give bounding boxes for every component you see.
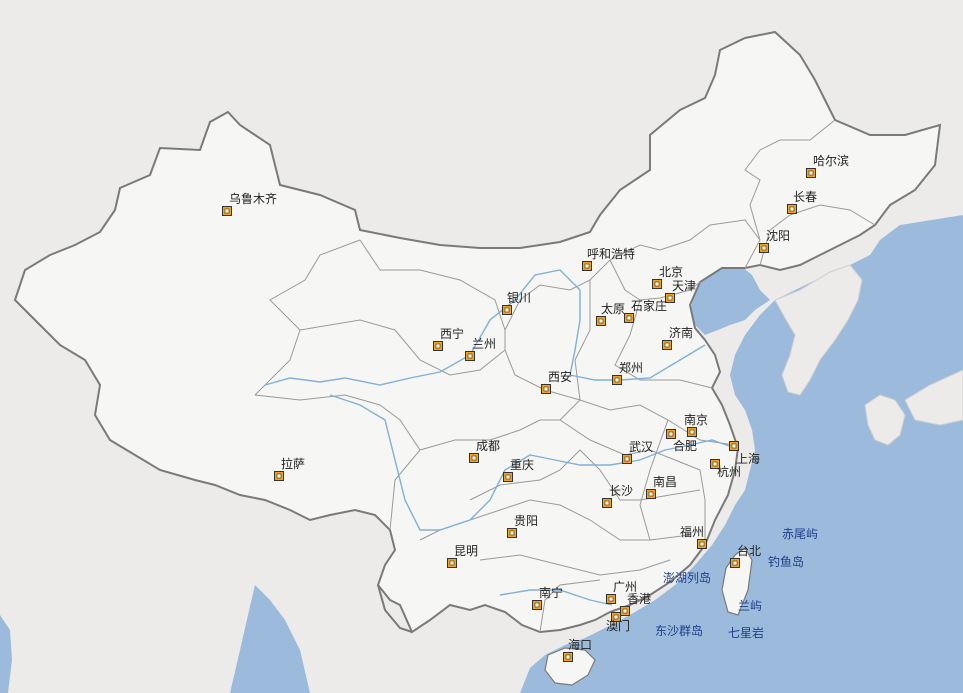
province-boundaries (254, 119, 876, 633)
city-label-urumqi: 乌鲁木齐 (229, 191, 277, 206)
city-marker-urumqi[interactable] (222, 206, 232, 216)
city-marker-shenyang[interactable] (759, 243, 769, 253)
hainan-island (544, 647, 596, 686)
city-marker-jinan[interactable] (662, 340, 672, 350)
sea-east (520, 215, 963, 693)
city-marker-xian[interactable] (541, 384, 551, 394)
city-marker-hongkong[interactable] (620, 606, 630, 616)
city-label-fuzhou: 福州 (680, 524, 704, 539)
city-label-xining: 西宁 (440, 326, 464, 341)
city-label-hefei: 合肥 (673, 438, 697, 453)
island-label-qixingyan: 七星岩 (728, 625, 764, 640)
city-markers (222, 168, 816, 662)
sea-southwest (230, 585, 310, 693)
city-marker-tianjin[interactable] (665, 293, 675, 303)
island-label-diaoyudao: 钓鱼岛 (768, 554, 804, 569)
west-river (499, 589, 613, 606)
city-marker-nanning[interactable] (532, 600, 542, 610)
city-label-hongkong: 香港 (627, 592, 651, 606)
china-mainland (13, 30, 942, 634)
city-label-wuhan: 武汉 (629, 440, 653, 454)
city-label-harbin: 哈尔滨 (813, 153, 849, 168)
city-label-jinan: 济南 (669, 325, 693, 340)
island-label-lanyu: 兰屿 (738, 599, 762, 613)
city-marker-beijing[interactable] (652, 279, 662, 289)
city-label-beijing: 北京 (659, 265, 683, 279)
city-label-guangzhou: 广州 (613, 580, 637, 594)
sea-bohai (690, 265, 770, 335)
yangtze-river (329, 394, 736, 531)
city-label-macau: 澳门 (606, 618, 630, 633)
city-marker-shijiazhuang[interactable] (624, 313, 634, 323)
city-label-chengdu: 成都 (476, 439, 500, 453)
city-label-hohhot: 呼和浩特 (587, 246, 635, 261)
city-label-changchun: 长春 (793, 190, 817, 204)
city-marker-harbin[interactable] (806, 168, 816, 178)
city-marker-chongqing[interactable] (503, 472, 513, 482)
city-label-guiyang: 贵阳 (514, 514, 538, 528)
japan-kyushu (864, 394, 906, 446)
border-highlight (377, 584, 413, 633)
city-label-zhengzhou: 郑州 (619, 360, 643, 375)
rivers (264, 269, 736, 606)
city-marker-lanzhou[interactable] (465, 351, 475, 361)
city-label-taiyuan: 太原 (601, 301, 625, 316)
island-label-penghu: 澎湖列岛 (663, 570, 711, 585)
city-label-hangzhou: 杭州 (717, 464, 741, 479)
city-marker-shanghai[interactable] (729, 441, 739, 451)
city-marker-hohhot[interactable] (582, 261, 592, 271)
city-label-changsha: 长沙 (609, 484, 633, 498)
city-label-yinchuan: 银川 (507, 291, 531, 305)
city-marker-nanchang[interactable] (646, 489, 656, 499)
city-label-nanjing: 南京 (684, 412, 708, 427)
city-label-haikou: 海口 (568, 637, 592, 652)
city-label-tianjin: 天津 (672, 279, 696, 293)
city-marker-yinchuan[interactable] (502, 305, 512, 315)
city-marker-wuhan[interactable] (622, 454, 632, 464)
japan-honshu (904, 369, 963, 426)
city-label-shanghai: 上海 (736, 451, 760, 466)
city-marker-macau[interactable] (611, 612, 621, 622)
city-marker-kunming[interactable] (447, 558, 457, 568)
city-marker-changsha[interactable] (602, 498, 612, 508)
city-marker-hangzhou[interactable] (710, 459, 720, 469)
city-marker-zhengzhou[interactable] (612, 375, 622, 385)
city-label-kunming: 昆明 (454, 544, 478, 558)
sea-far-southwest (0, 615, 12, 693)
city-marker-haikou[interactable] (563, 652, 573, 662)
yellow-river (264, 269, 706, 386)
city-marker-guangzhou[interactable] (606, 594, 616, 604)
city-label-xian: 西安 (548, 369, 572, 384)
island-label-chiweiyu: 赤尾屿 (782, 527, 818, 541)
city-label-shijiazhuang: 石家庄 (631, 298, 667, 313)
city-marker-taiyuan[interactable] (596, 316, 606, 326)
island-label-dongsha: 东沙群岛 (655, 623, 703, 638)
city-marker-changchun[interactable] (787, 204, 797, 214)
city-label-taipei: 台北 (737, 543, 761, 558)
city-marker-xining[interactable] (433, 341, 443, 351)
korea-land (774, 264, 863, 396)
city-label-chongqing: 重庆 (510, 458, 534, 472)
city-label-lhasa: 拉萨 (281, 456, 305, 471)
city-label-nanchang: 南昌 (653, 474, 677, 489)
city-marker-nanjing[interactable] (687, 427, 697, 437)
taiwan-island (721, 547, 753, 616)
city-marker-hefei[interactable] (666, 429, 676, 439)
city-label-shenyang: 沈阳 (766, 228, 790, 243)
city-marker-fuzhou[interactable] (697, 539, 707, 549)
city-marker-chengdu[interactable] (469, 453, 479, 463)
city-marker-guiyang[interactable] (507, 528, 517, 538)
city-label-nanning: 南宁 (539, 585, 563, 600)
city-marker-lhasa[interactable] (274, 471, 284, 481)
city-label-lanzhou: 兰州 (472, 337, 496, 351)
city-marker-taipei[interactable] (730, 558, 740, 568)
